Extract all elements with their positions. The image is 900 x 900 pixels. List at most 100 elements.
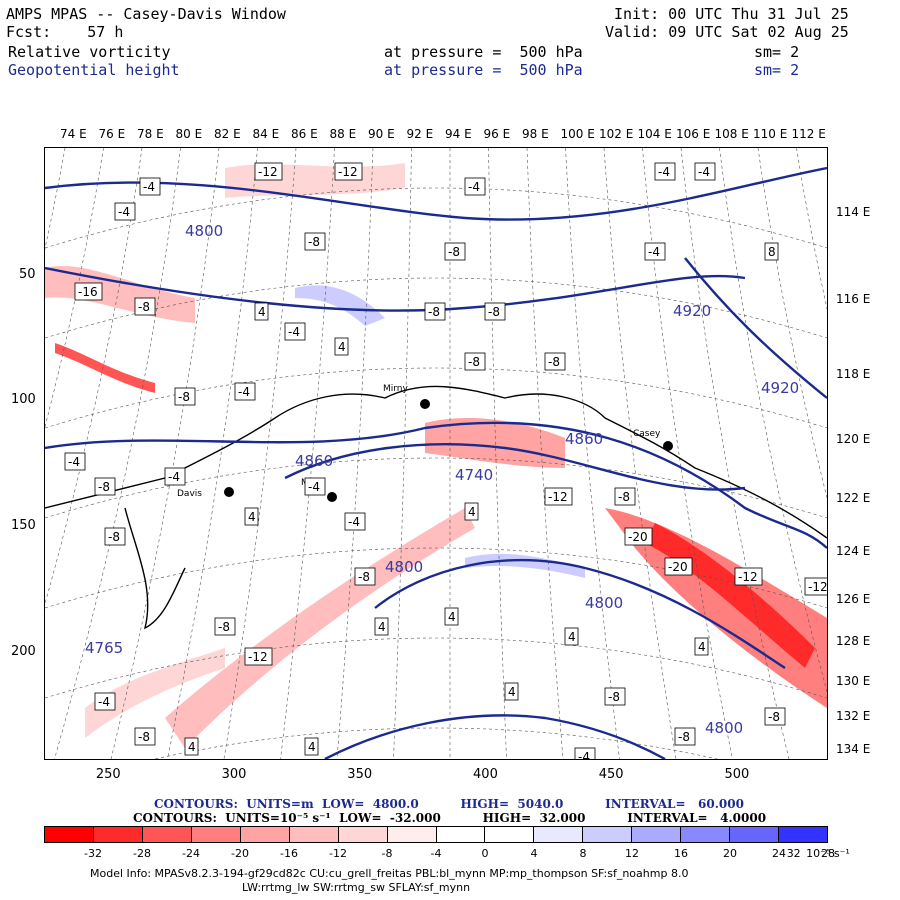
height-label-9: 4920 <box>761 379 799 397</box>
vorticity-label-text: -4 <box>578 750 590 759</box>
vorticity-shading <box>45 163 827 748</box>
height-contour-6 <box>324 714 666 759</box>
vorticity-label-box: -12 <box>244 647 273 666</box>
colorbar-cell <box>779 827 827 842</box>
longitude-line <box>796 148 827 311</box>
vort-band-north <box>225 163 405 198</box>
y-grid-label: 100 <box>11 392 36 408</box>
colorbar-label: -20 <box>231 847 249 860</box>
vorticity-label-text: -4 <box>288 325 300 339</box>
vorticity-label-text: 4 <box>508 685 516 699</box>
height-contour-2 <box>45 266 746 312</box>
longitude-line <box>280 148 335 759</box>
height-label-1: 4800 <box>185 222 223 240</box>
vorticity-label-box: -4 <box>574 747 596 759</box>
vorticity-label-text: -4 <box>648 245 660 259</box>
right-lon-label: 124 E <box>836 544 871 558</box>
vorticity-label-text: -4 <box>98 695 110 709</box>
colorbar-label: 24 <box>772 847 786 860</box>
vorticity-label-box: 4 <box>374 617 389 636</box>
vorticity-label-box: -4 <box>234 382 256 401</box>
vorticity-label-box: 4 <box>564 627 579 646</box>
colorbar-label: 0 <box>481 847 489 860</box>
vorticity-label-box: -8 <box>444 242 466 261</box>
top-lon-label: 102 E <box>599 127 634 141</box>
vorticity-label-box: -8 <box>764 707 786 726</box>
colorbar-label: -32 <box>84 847 102 860</box>
vorticity-label-text: -12 <box>248 650 268 664</box>
vorticity-label-box: 4 <box>184 737 199 756</box>
lat-lon-grid <box>45 148 827 759</box>
right-lon-label: 130 E <box>836 674 871 688</box>
height-contour-3 <box>45 421 827 549</box>
vorticity-label-text: -4 <box>68 455 80 469</box>
station-label-mirny: Mirny <box>383 384 409 394</box>
vorticity-label-box: -4 <box>64 452 86 471</box>
latitude-line <box>45 547 827 609</box>
top-lon-label: 100 E <box>560 127 595 141</box>
colorbar-cell <box>93 827 143 842</box>
init-time: Init: 00 UTC Thu 31 Jul 25 <box>614 5 849 23</box>
vorticity-label-text: -8 <box>138 730 150 744</box>
latitude-line <box>45 457 827 519</box>
vorticity-label-box: -4 <box>644 242 666 261</box>
colorbar-label: 12 <box>625 847 639 860</box>
vorticity-label-box: 4 <box>254 302 269 321</box>
vorticity-label-text: -8 <box>488 305 500 319</box>
top-lon-label: 96 E <box>483 127 511 141</box>
height-label-5: 4860 <box>565 430 603 448</box>
longitude-line <box>223 148 297 759</box>
model-info-line2: LW:rrtmg_lw SW:rrtmg_sw SFLAY:sf_mynn <box>242 881 471 894</box>
y-grid-label: 200 <box>11 643 36 659</box>
vort-band-nw <box>45 265 195 323</box>
height-contour-info: CONTOURS: UNITS=m LOW= 4800.0 HIGH= 5040… <box>154 797 744 811</box>
vorticity-label-box: -8 <box>94 477 116 496</box>
colorbar-label: 4 <box>530 847 538 860</box>
field2-name: Geopotential height <box>8 61 180 79</box>
vorticity-label-box: 4 <box>304 737 319 756</box>
vorticity-label-box: -4 <box>464 177 486 196</box>
vorticity-label-box: -4 <box>284 322 306 341</box>
vorticity-label-text: -8 <box>308 235 320 249</box>
vorticity-label-box: -20 <box>664 557 693 576</box>
vort-band-nw-core <box>55 343 155 393</box>
x-grid-label: 300 <box>221 767 247 782</box>
colorbar-cell <box>583 827 633 842</box>
height-contour-5 <box>374 558 786 669</box>
height-label-2: 4920 <box>673 302 711 320</box>
vorticity-label-text: 8 <box>768 245 776 259</box>
height-label-10: 4800 <box>705 719 743 737</box>
vorticity-label-text: 4 <box>188 740 196 754</box>
top-lon-label: 76 E <box>98 127 126 141</box>
vorticity-label-text: 4 <box>338 340 346 354</box>
vorticity-label-box: -4 <box>654 162 676 181</box>
longitude-line <box>393 148 412 759</box>
station-davis <box>224 487 234 497</box>
vorticity-label-box: -8 <box>134 727 156 746</box>
longitude-line <box>680 148 790 759</box>
field1-level: at pressure = 500 hPa <box>384 43 583 61</box>
x-grid-label: 500 <box>724 767 750 782</box>
top-lon-label: 78 E <box>137 127 164 141</box>
station-casey <box>663 441 673 451</box>
colorbar-label: -4 <box>430 847 442 860</box>
vorticity-label-text: -4 <box>118 205 130 219</box>
vorticity-label-box: -12 <box>544 487 573 506</box>
y-grid-label: 50 <box>19 266 36 282</box>
vorticity-label-text: -12 <box>548 490 568 504</box>
colorbar-label: 8 <box>579 847 587 860</box>
station-label-casey: Casey <box>633 429 661 439</box>
vorticity-label-box: -4 <box>694 162 716 181</box>
vorticity-label-text: -8 <box>548 355 560 369</box>
longitude-line <box>526 148 564 759</box>
longitude-line <box>757 148 827 499</box>
vorticity-value-labels: -4 -12 -12 -4 -4 -4 -4 -8 -8 -4 8 -16 -8 4 -8 -8 -8 -4 -4 4… <box>64 162 827 759</box>
vorticity-label-text: -8 <box>608 690 620 704</box>
vorticity-label-box: -16 <box>74 282 103 301</box>
x-grid-label: 400 <box>473 767 498 782</box>
longitude-line <box>167 148 258 759</box>
right-lon-label: 128 E <box>836 634 871 648</box>
colorbar-label: -12 <box>329 847 347 860</box>
vorticity-label-text: 4 <box>378 620 386 634</box>
vorticity-label-text: 4 <box>698 640 706 654</box>
